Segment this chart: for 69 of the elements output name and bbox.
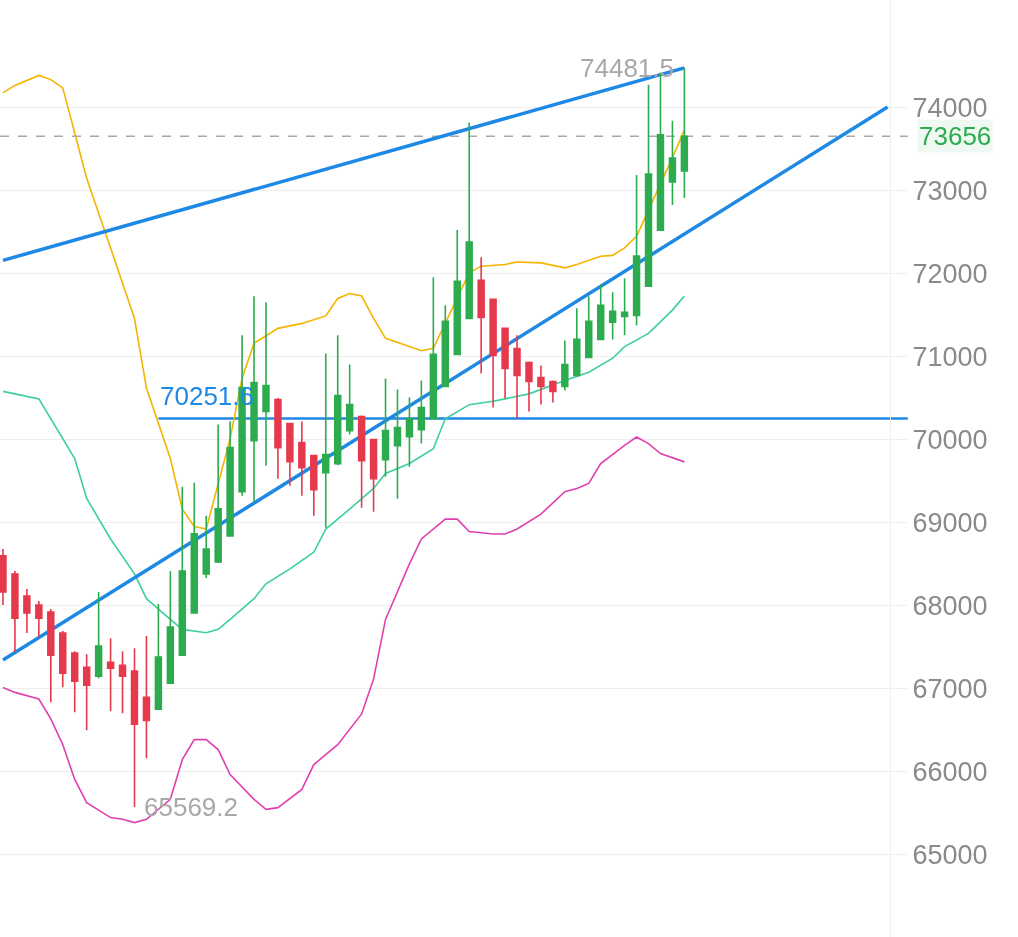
candlestick — [608, 291, 617, 341]
candlestick — [322, 352, 330, 529]
ref-line-label: 73656 — [919, 121, 992, 151]
candlestick — [525, 360, 533, 413]
candlestick — [298, 420, 306, 497]
candlestick — [417, 379, 426, 445]
candlestick — [226, 420, 234, 538]
annotation: 74481.5 — [580, 53, 674, 83]
candlestick — [333, 334, 342, 466]
candlestick — [369, 437, 378, 513]
y-tick-label: 71000 — [912, 342, 988, 373]
candlestick — [381, 377, 390, 478]
candlestick — [632, 174, 641, 327]
y-tick-label: 65000 — [912, 839, 988, 870]
candlestick — [453, 229, 461, 356]
candlestick — [142, 635, 151, 760]
y-tick-label: 70000 — [912, 424, 988, 455]
candlestick — [214, 423, 222, 564]
candlestick — [644, 83, 653, 288]
candlestick — [405, 396, 414, 468]
candlestick — [202, 515, 210, 579]
candlestick — [47, 608, 55, 704]
candlestick — [106, 637, 115, 713]
candlestick — [286, 422, 294, 487]
line-series — [2, 436, 686, 824]
candlestick — [549, 379, 557, 404]
candlestick — [596, 283, 605, 341]
candlestick — [668, 120, 677, 206]
candlestick — [262, 301, 270, 467]
candlestick — [118, 650, 127, 715]
y-tick-label: 74000 — [912, 93, 988, 124]
candlestick — [178, 485, 187, 657]
candlestick — [501, 326, 509, 400]
candlestick — [620, 277, 629, 337]
candlestick — [537, 364, 545, 406]
candlestick — [573, 307, 581, 378]
candlestick — [441, 304, 450, 389]
candlestick — [82, 653, 91, 732]
candlestick — [489, 297, 497, 409]
candlestick — [310, 454, 318, 517]
candlestick — [680, 67, 689, 199]
candlestick — [0, 548, 7, 606]
candlestick — [429, 276, 438, 421]
candlestick — [11, 570, 19, 653]
candlestick — [561, 339, 569, 392]
candlestick — [465, 122, 473, 321]
candlestick — [190, 481, 198, 615]
candlestick — [59, 630, 67, 689]
y-tick-label: 69000 — [912, 507, 988, 538]
y-tick-label: 72000 — [912, 259, 988, 290]
candlestick — [166, 570, 175, 685]
y-tick-label: 67000 — [912, 673, 988, 704]
candlestick — [130, 647, 139, 808]
candlestick — [477, 256, 485, 375]
candlestick — [357, 414, 366, 509]
line-series — [2, 295, 686, 634]
candlestick — [70, 650, 79, 714]
y-tick-label: 66000 — [912, 756, 988, 787]
candlestick — [274, 397, 282, 480]
y-tick-label: 68000 — [912, 590, 988, 621]
candlestick — [393, 388, 402, 500]
y-tick-label: 73000 — [912, 176, 988, 207]
candlestick — [94, 591, 103, 680]
candlestick — [585, 295, 593, 360]
candlestick — [23, 588, 31, 634]
candlestick — [35, 600, 43, 638]
candlestick — [345, 363, 354, 436]
candlestick — [154, 603, 163, 711]
candlestick — [513, 334, 521, 420]
